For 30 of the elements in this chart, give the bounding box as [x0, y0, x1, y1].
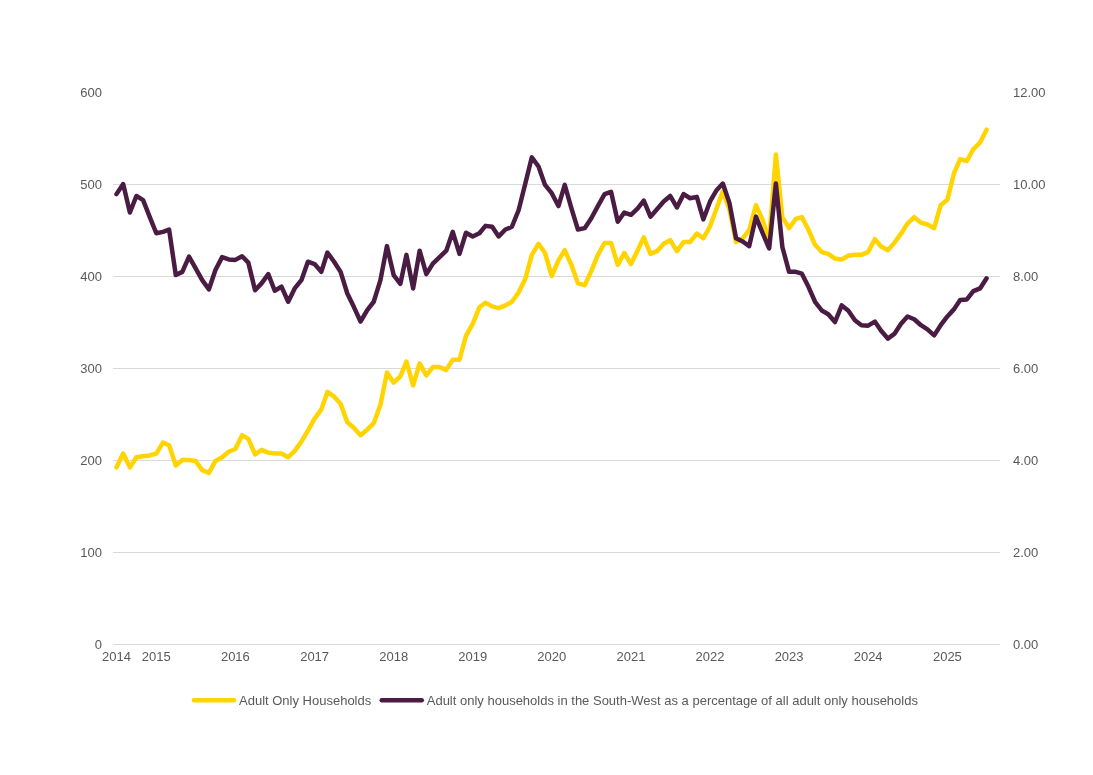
- y-tick-label: 600: [80, 84, 102, 100]
- legend-label: Adult Only Households: [239, 693, 372, 709]
- legend-label: Adult only households in the South-West as a percentage of all adult only households: [426, 693, 919, 709]
- x-tick-label: 2018: [379, 648, 409, 664]
- x-tick-label: 2023: [774, 648, 804, 664]
- y2-tick-label: 6.00: [1013, 360, 1039, 376]
- x-tick-label: 2020: [537, 648, 567, 664]
- y2-tick-label: 4.00: [1013, 452, 1039, 468]
- line-series: [114, 127, 989, 476]
- y-tick-label: 300: [80, 360, 102, 376]
- y-tick-label: 200: [80, 452, 102, 468]
- x-tick-label: 2015: [141, 648, 171, 664]
- y2-tick-label: 0.00: [1013, 636, 1039, 652]
- y-tick-label: 400: [80, 268, 102, 284]
- y2-tick-label: 10.00: [1013, 176, 1046, 192]
- x-tick-label: 2025: [932, 648, 962, 664]
- y2-tick-label: 2.00: [1013, 544, 1039, 560]
- x-tick-label: 2017: [300, 648, 330, 664]
- x-tick-label: 2022: [695, 648, 725, 664]
- x-tick-label: 2021: [616, 648, 646, 664]
- y2-tick-label: 12.00: [1013, 84, 1046, 100]
- y2-tick-label: 8.00: [1013, 268, 1039, 284]
- y-tick-label: 500: [80, 176, 102, 192]
- y-tick-label: 100: [80, 544, 102, 560]
- x-tick-label: 2024: [853, 648, 883, 664]
- y-tick-label: 0: [94, 636, 102, 652]
- x-tick-label: 2014: [102, 648, 131, 664]
- line-series: [114, 155, 989, 341]
- x-tick-label: 2016: [220, 648, 250, 664]
- x-tick-label: 2019: [458, 648, 488, 664]
